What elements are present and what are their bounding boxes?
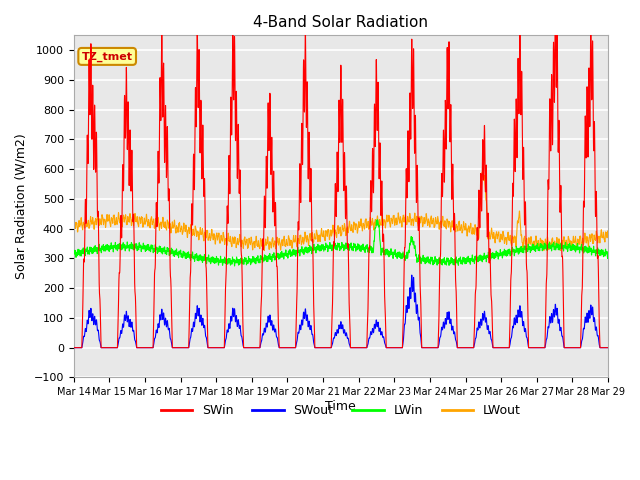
Legend: SWin, SWout, LWin, LWout: SWin, SWout, LWin, LWout xyxy=(156,399,526,422)
Line: LWout: LWout xyxy=(74,172,608,251)
Line: LWin: LWin xyxy=(74,220,608,266)
Line: SWout: SWout xyxy=(74,275,608,348)
LWin xyxy=(104,242,111,248)
SWin xyxy=(133,345,141,350)
LWin xyxy=(236,260,244,266)
SWin xyxy=(70,345,77,350)
SWout xyxy=(604,345,612,350)
SWout xyxy=(236,323,244,329)
SWin xyxy=(604,345,612,350)
LWin xyxy=(133,248,141,253)
Text: TZ_tmet: TZ_tmet xyxy=(82,51,132,61)
LWin xyxy=(604,251,612,256)
LWout xyxy=(604,229,612,235)
LWout xyxy=(104,215,111,220)
SWout xyxy=(134,345,142,350)
SWin xyxy=(483,162,490,168)
SWin xyxy=(439,178,447,183)
LWin xyxy=(483,256,490,262)
LWout xyxy=(260,248,268,253)
LWin xyxy=(374,217,381,223)
SWin xyxy=(134,345,142,350)
LWout xyxy=(439,215,447,221)
SWout xyxy=(483,316,490,322)
SWin xyxy=(104,345,111,350)
LWin xyxy=(70,251,77,257)
SWout xyxy=(70,345,77,350)
SWout xyxy=(439,324,447,329)
SWout xyxy=(408,272,415,278)
LWout xyxy=(483,202,490,208)
LWout xyxy=(134,221,142,227)
LWin xyxy=(439,256,447,262)
LWout xyxy=(479,169,486,175)
LWin xyxy=(134,244,142,250)
SWout xyxy=(104,345,111,350)
SWout xyxy=(133,345,141,350)
Title: 4-Band Solar Radiation: 4-Band Solar Radiation xyxy=(253,15,428,30)
LWout xyxy=(133,214,141,219)
LWout xyxy=(70,223,77,229)
LWin xyxy=(230,263,238,269)
Y-axis label: Solar Radiation (W/m2): Solar Radiation (W/m2) xyxy=(15,133,28,279)
SWin xyxy=(552,0,559,3)
Line: SWin: SWin xyxy=(74,0,608,348)
SWin xyxy=(236,172,244,178)
X-axis label: Time: Time xyxy=(326,400,356,413)
LWout xyxy=(236,231,244,237)
